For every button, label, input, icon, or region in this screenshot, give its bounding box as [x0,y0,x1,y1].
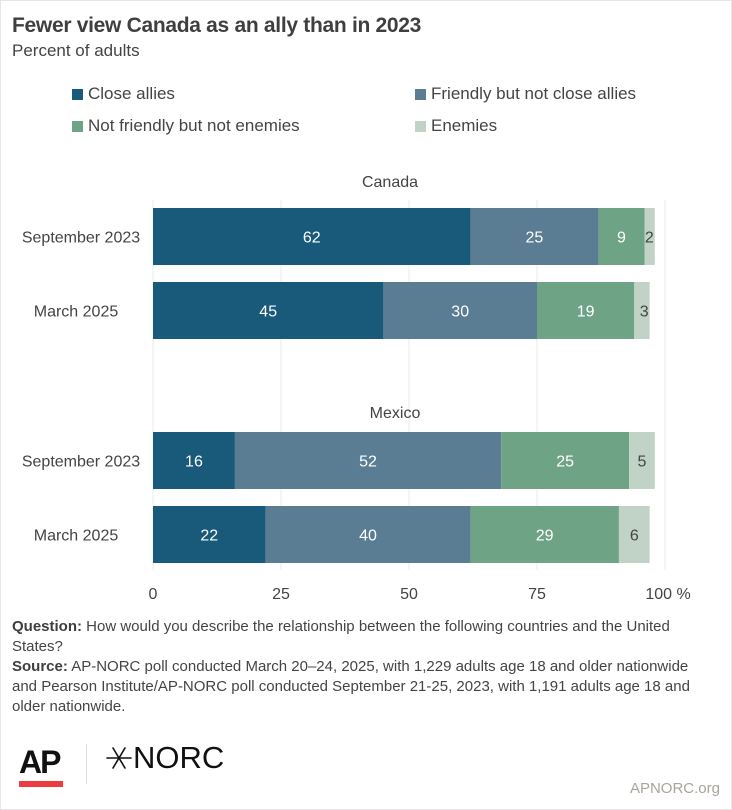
site-link[interactable]: APNORC.org [629,780,720,797]
row-label: September 2023 [22,454,140,471]
row-label: March 2025 [34,304,119,321]
data-label: 62 [303,230,321,247]
legend-swatch [415,120,426,132]
legend-item-not-friendly: Not friendly but not enemies [72,116,300,136]
bar-segment [537,282,635,339]
row-label: September 2023 [22,230,140,247]
group-title: Canada [362,174,418,191]
bar-segment [634,282,650,339]
bar-segment [470,208,599,265]
data-label: 3 [640,304,649,321]
legend-label: Enemies [431,116,498,135]
legend-swatch [415,88,426,100]
bar-segment [153,208,471,265]
legend-label: Friendly but not close allies [431,84,637,103]
bar-segment [153,506,266,563]
x-tick-label: 50 [400,586,418,603]
legend-item-friendly: Friendly but not close allies [415,84,636,104]
data-label: 30 [451,304,469,321]
data-label: 45 [259,304,277,321]
bar-segment [644,208,655,265]
bar-segment [470,506,619,563]
norc-logo-text: NORC [133,740,225,775]
data-label: 9 [617,230,626,247]
data-label: 19 [577,304,595,321]
logo-divider [86,744,87,784]
chart-subtitle: Percent of adults [12,41,140,60]
bar-segment [153,282,384,339]
data-label: 52 [359,454,377,471]
bar-segment [501,432,630,489]
data-label: 6 [630,528,639,545]
legend-item-close-allies: Close allies [72,84,175,104]
source-text: AP-NORC poll conducted March 20–24, 2025… [12,658,690,715]
bar-segment [598,208,645,265]
data-label: 2 [645,230,654,247]
bar-segment [234,432,502,489]
question-label: Question: [12,618,82,635]
row-label: March 2025 [34,528,119,545]
legend-swatch [72,120,83,132]
ap-logo: AP [19,744,61,780]
data-label: 16 [185,454,203,471]
legend-swatch [72,88,83,100]
x-tick-label: 100 % [645,586,690,603]
ap-logo-underline [19,781,63,787]
x-tick-label: 75 [528,586,546,603]
question-note: Question: How would you describe the rel… [12,617,712,657]
bar-segment [383,282,537,339]
bar-segment [618,506,650,563]
bar-segment [629,432,655,489]
group-title: Mexico [370,405,421,422]
chart-title: Fewer view Canada as an ally than in 202… [12,14,422,37]
legend-item-enemies: Enemies [415,116,497,136]
legend-label: Close allies [88,84,175,103]
legend-label: Not friendly but not enemies [88,116,300,135]
norc-star-icon [106,747,132,769]
source-label: Source: [12,658,68,675]
bar-segment [265,506,471,563]
data-label: 29 [536,528,554,545]
data-label: 22 [200,528,218,545]
data-label: 5 [638,454,647,471]
question-text: How would you describe the relationship … [12,618,670,655]
x-tick-label: 25 [272,586,290,603]
data-label: 40 [359,528,377,545]
data-label: 25 [556,454,574,471]
source-note: Source: AP-NORC poll conducted March 20–… [12,657,712,717]
x-tick-label: 0 [149,586,158,603]
data-label: 25 [526,230,544,247]
norc-logo: NORC [106,740,224,776]
bar-segment [153,432,235,489]
chart-notes: Question: How would you describe the rel… [12,617,712,717]
